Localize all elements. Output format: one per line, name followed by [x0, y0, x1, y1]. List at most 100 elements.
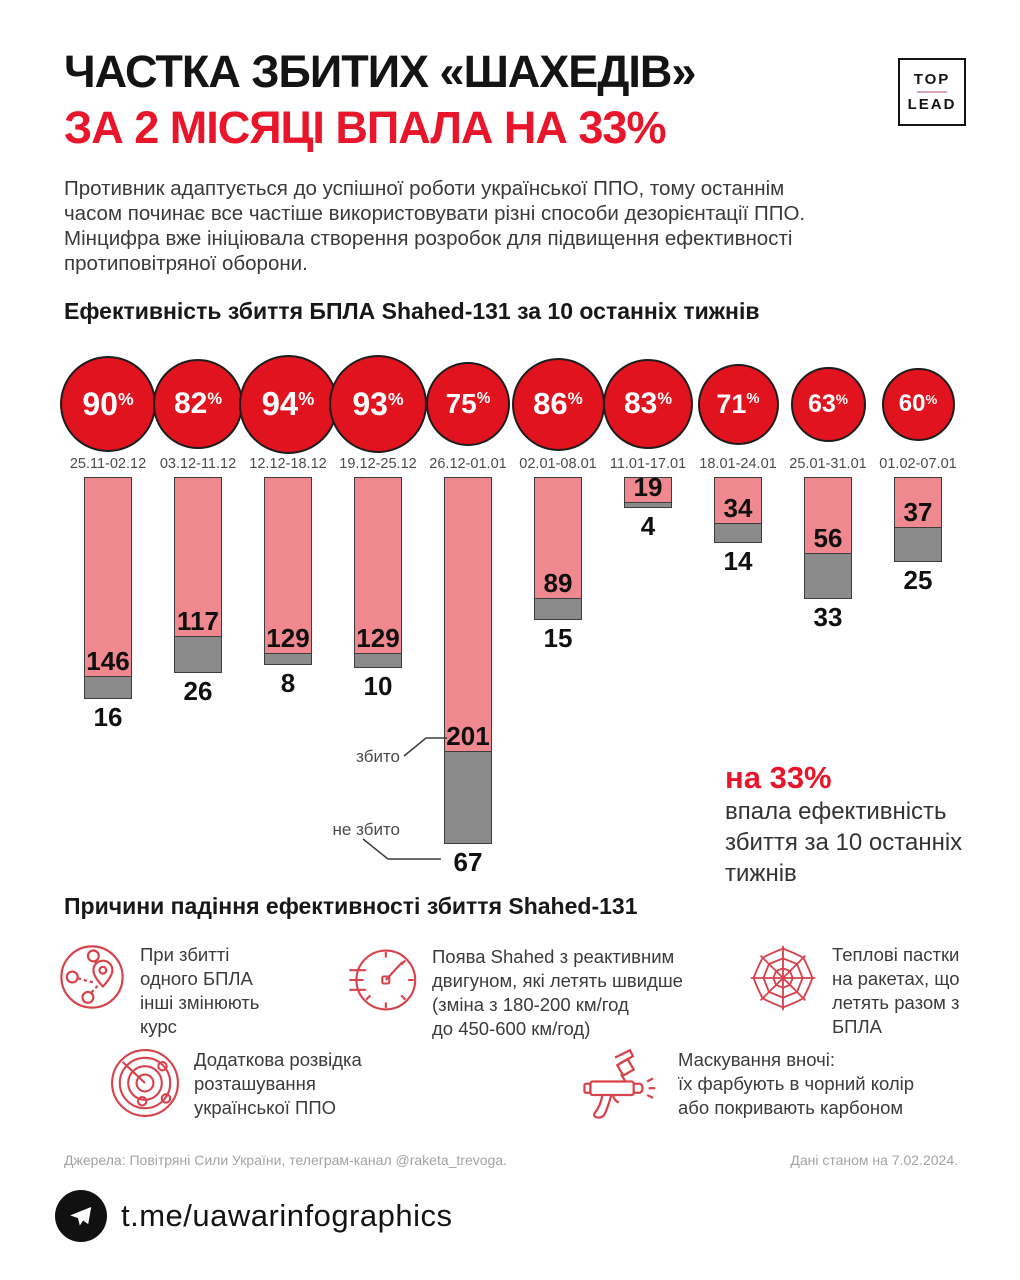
not-shot-value-label: 16: [93, 702, 123, 732]
intro-paragraph: Противник адаптується до успішної роботи…: [64, 177, 806, 275]
shot-value-label: 146: [86, 646, 130, 676]
callout-text: впала ефективність збиття за 10 останніх…: [725, 798, 963, 887]
spider-web-icon: [750, 945, 816, 1011]
week-date-label: 19.12-25.12: [339, 456, 417, 472]
shot-bar-segment: 129: [354, 477, 402, 654]
chart-column: 86% 02.01-08.01 89 15: [511, 352, 605, 875]
not-shot-bar-segment: [174, 637, 222, 673]
reasons-title: Причини падіння ефективності збиття Shah…: [64, 893, 638, 919]
shot-value-label: 89: [543, 568, 573, 598]
not-shot-value-label: 10: [363, 671, 393, 701]
efficiency-circle: 63%: [790, 366, 866, 442]
not-shot-bar-segment: [894, 528, 942, 562]
week-date-label: 25.01-31.01: [789, 456, 867, 472]
reason-item-2: Поява Shahed з реактивним двигуном, які …: [348, 945, 683, 1041]
title-line-2: ЗА 2 МІСЯЦІ ВПАЛА НА 33%: [64, 102, 666, 153]
not-shot-value-label: 8: [280, 668, 296, 698]
not-shot-value-label: 67: [453, 847, 483, 877]
shot-bar-segment: 117: [174, 477, 222, 637]
callout-block: на 33% впала ефективність збиття за 10 о…: [725, 760, 975, 889]
shot-bar-segment: 201: [444, 477, 492, 752]
logo-divider: [917, 91, 947, 93]
legend-not-shot-label: не збито: [332, 820, 400, 839]
shot-bar-segment: 56: [804, 477, 852, 554]
chart-column: 82% 03.12-11.12 117 26: [153, 352, 243, 875]
not-shot-value-label: 25: [903, 565, 933, 595]
data-date-text: Дані станом на 7.02.2024.: [790, 1152, 958, 1168]
shot-value-label: 56: [813, 523, 843, 553]
reason-text-5: Маскування вночі: їх фарбують в чорний к…: [678, 1049, 915, 1118]
reason-item-4: Додаткова розвідка розташування українсь…: [110, 1048, 362, 1120]
not-shot-bar-segment: [354, 654, 402, 668]
not-shot-bar-segment: [714, 524, 762, 543]
route-icon: [60, 945, 124, 1009]
shot-value-label: 19: [633, 472, 663, 502]
radar-icon: [111, 1049, 179, 1117]
shot-bar-segment: 89: [534, 477, 582, 599]
efficiency-circle: 60%: [881, 367, 955, 441]
not-shot-bar-segment: [624, 503, 672, 508]
efficiency-circle: 86%: [511, 357, 605, 451]
shahed-efficiency-chart: 90% 25.11-02.12 146 16 82% 03.12-11.12 117 26 94…: [60, 352, 963, 897]
week-date-label: 12.12-18.12: [249, 456, 327, 472]
legend-shot-label: збито: [356, 747, 400, 766]
shot-value-label: 34: [723, 493, 753, 523]
telegram-icon: [55, 1190, 107, 1242]
not-shot-value-label: 33: [813, 602, 843, 632]
shot-bar-segment: 129: [264, 477, 312, 654]
shot-value-label: 37: [903, 497, 933, 527]
not-shot-bar-segment: [444, 752, 492, 844]
chart-column: 75% 26.12-01.01 201 67: [423, 352, 513, 875]
reason-text-1: При збитті одного БПЛА інші змінюють кур…: [140, 944, 260, 1037]
not-shot-bar-segment: [534, 599, 582, 620]
shot-bar-segment: 19: [624, 472, 672, 503]
not-shot-value-label: 15: [543, 623, 573, 653]
reason-item-3: Теплові пастки на ракетах, що летять раз…: [748, 943, 960, 1039]
shot-value-label: 117: [177, 606, 219, 636]
shot-bar-segment: 37: [894, 477, 942, 528]
reason-text-3: Теплові пастки на ракетах, що летять раз…: [832, 944, 960, 1037]
week-date-label: 26.12-01.01: [429, 456, 507, 472]
efficiency-circle: 82%: [153, 359, 243, 449]
sources-text: Джерела: Повітряні Сили України, телегра…: [64, 1152, 508, 1168]
shot-bar-segment: 146: [84, 477, 132, 677]
callout-highlight: на 33%: [725, 760, 832, 795]
chart-column: 83% 11.01-17.01 19 4: [603, 352, 693, 875]
shot-value-label: 129: [356, 623, 400, 653]
speedometer-icon: [349, 949, 417, 1011]
efficiency-circle: 93%: [329, 355, 427, 453]
reason-text-4: Додаткова розвідка розташування українсь…: [194, 1049, 362, 1118]
not-shot-value-label: 26: [183, 676, 213, 706]
title-line-1: ЧАСТКА ЗБИТИХ «ШАХЕДІВ»: [64, 46, 696, 97]
week-date-label: 03.12-11.12: [159, 456, 237, 472]
chart-column: 93% 19.12-25.12 129 10: [329, 352, 427, 875]
not-shot-bar-segment: [264, 654, 312, 665]
chart-column: 94% 12.12-18.12 129 8: [238, 352, 338, 875]
telegram-link[interactable]: t.me/uawarinfographics: [55, 1190, 453, 1242]
not-shot-bar-segment: [804, 554, 852, 599]
efficiency-circle: 71%: [697, 363, 779, 445]
chart-column: 71% 18.01-24.01 34 14: [693, 352, 783, 875]
spray-gun-icon: [583, 1048, 656, 1119]
week-date-label: 02.01-08.01: [519, 456, 597, 472]
telegram-handle: t.me/uawarinfographics: [121, 1198, 453, 1233]
efficiency-circle: 83%: [603, 359, 693, 449]
logo-lead-text: LEAD: [907, 96, 957, 113]
week-date-label: 25.11-02.12: [69, 456, 147, 472]
reason-item-1: При збитті одного БПЛА інші змінюють кур…: [58, 943, 259, 1039]
chart-title: Ефективність збиття БПЛА Shahed-131 за 1…: [64, 298, 760, 324]
not-shot-value-label: 14: [723, 546, 753, 576]
page-title: ЧАСТКА ЗБИТИХ «ШАХЕДІВ» ЗА 2 МІСЯЦІ ВПАЛ…: [64, 44, 696, 156]
chart-columns: 90% 25.11-02.12 146 16 82% 03.12-11.12 117 26 94…: [60, 352, 963, 875]
not-shot-bar-segment: [84, 677, 132, 699]
efficiency-circle: 94%: [238, 354, 338, 454]
efficiency-circle: 75%: [426, 362, 510, 446]
shot-value-label: 129: [266, 623, 310, 653]
week-date-label: 11.01-17.01: [609, 456, 687, 472]
logo-top-text: TOP: [913, 71, 951, 88]
chart-column: 63% 25.01-31.01 56 33: [783, 352, 873, 875]
shot-value-label: 201: [446, 721, 490, 751]
week-date-label: 01.02-07.01: [879, 456, 957, 472]
week-date-label: 18.01-24.01: [699, 456, 777, 472]
